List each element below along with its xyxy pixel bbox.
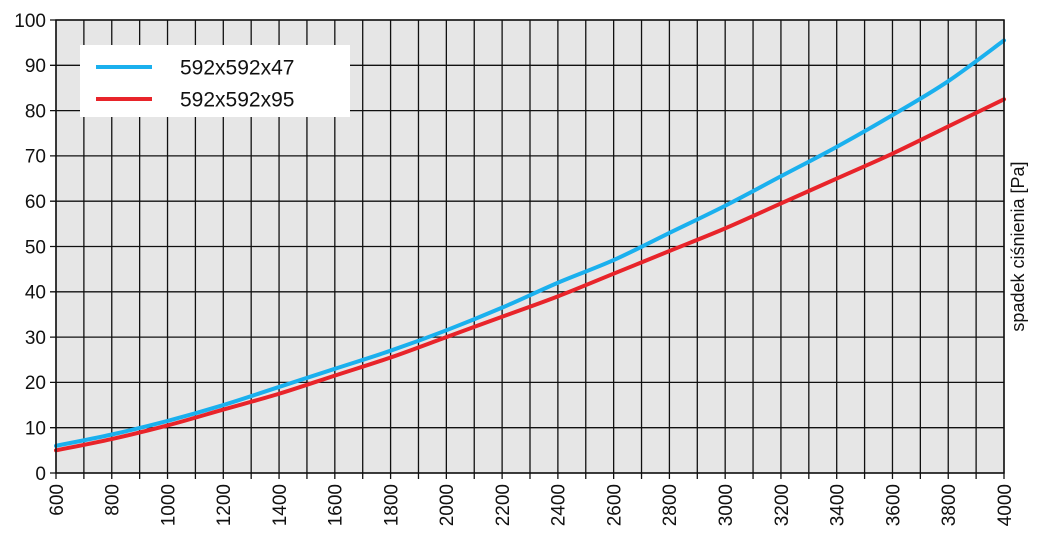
y-tick-label: 60 bbox=[25, 192, 46, 213]
x-tick-label: 2400 bbox=[549, 484, 570, 526]
x-tick-label: 2800 bbox=[660, 484, 681, 526]
x-tick-label: 3800 bbox=[939, 484, 960, 526]
x-tick-label: 4000 bbox=[995, 484, 1016, 526]
y-tick-label: 10 bbox=[25, 419, 46, 440]
y-tick-label: 90 bbox=[25, 56, 46, 77]
series-line-1 bbox=[54, 38, 1006, 448]
y-tick-label: 50 bbox=[25, 237, 46, 258]
y-tick-label: 30 bbox=[25, 328, 46, 349]
y-tick-label: 80 bbox=[25, 101, 46, 122]
legend-box bbox=[80, 45, 350, 117]
y-axis-label: spadek ciśnienia [Pa] bbox=[1008, 161, 1028, 331]
x-tick-label: 1000 bbox=[158, 484, 179, 526]
plot-frame bbox=[55, 19, 1005, 474]
legend-label: 592x592x47 bbox=[180, 57, 294, 80]
y-axis-ticks: 0 10 20 30 40 50 60 70 80 90 100 bbox=[14, 11, 46, 485]
y-tick-label: 70 bbox=[25, 147, 46, 168]
x-tick-label: 3400 bbox=[828, 484, 849, 526]
x-tick-label: 1400 bbox=[270, 484, 291, 526]
x-axis-ticks: 600 800 1000 1200 1400 1600 1800 2000 2200 2400 26… bbox=[47, 484, 1016, 526]
x-tick-label: 1800 bbox=[381, 484, 402, 526]
x-tick-label: 600 bbox=[47, 484, 68, 516]
x-tick-label: 3200 bbox=[772, 484, 793, 526]
x-tick-label: 800 bbox=[103, 484, 124, 516]
y-tick-label: 100 bbox=[14, 11, 46, 32]
y-tick-label: 40 bbox=[25, 283, 46, 304]
x-tick-label: 3000 bbox=[716, 484, 737, 526]
x-tick-label: 2200 bbox=[493, 484, 514, 526]
x-tick-label: 2000 bbox=[437, 484, 458, 526]
y-tick-label: 20 bbox=[25, 373, 46, 394]
x-tick-label: 1600 bbox=[326, 484, 347, 526]
series-line-2 bbox=[54, 97, 1006, 453]
legend-label: 592x592x95 bbox=[180, 89, 294, 112]
x-tick-label: 2600 bbox=[604, 484, 625, 526]
x-tick-label: 1200 bbox=[214, 484, 235, 526]
x-tick-label: 3600 bbox=[883, 484, 904, 526]
y-tick-label: 0 bbox=[35, 464, 46, 485]
series-lines bbox=[54, 38, 1006, 453]
legend: 592x592x47 592x592x95 bbox=[80, 45, 350, 117]
